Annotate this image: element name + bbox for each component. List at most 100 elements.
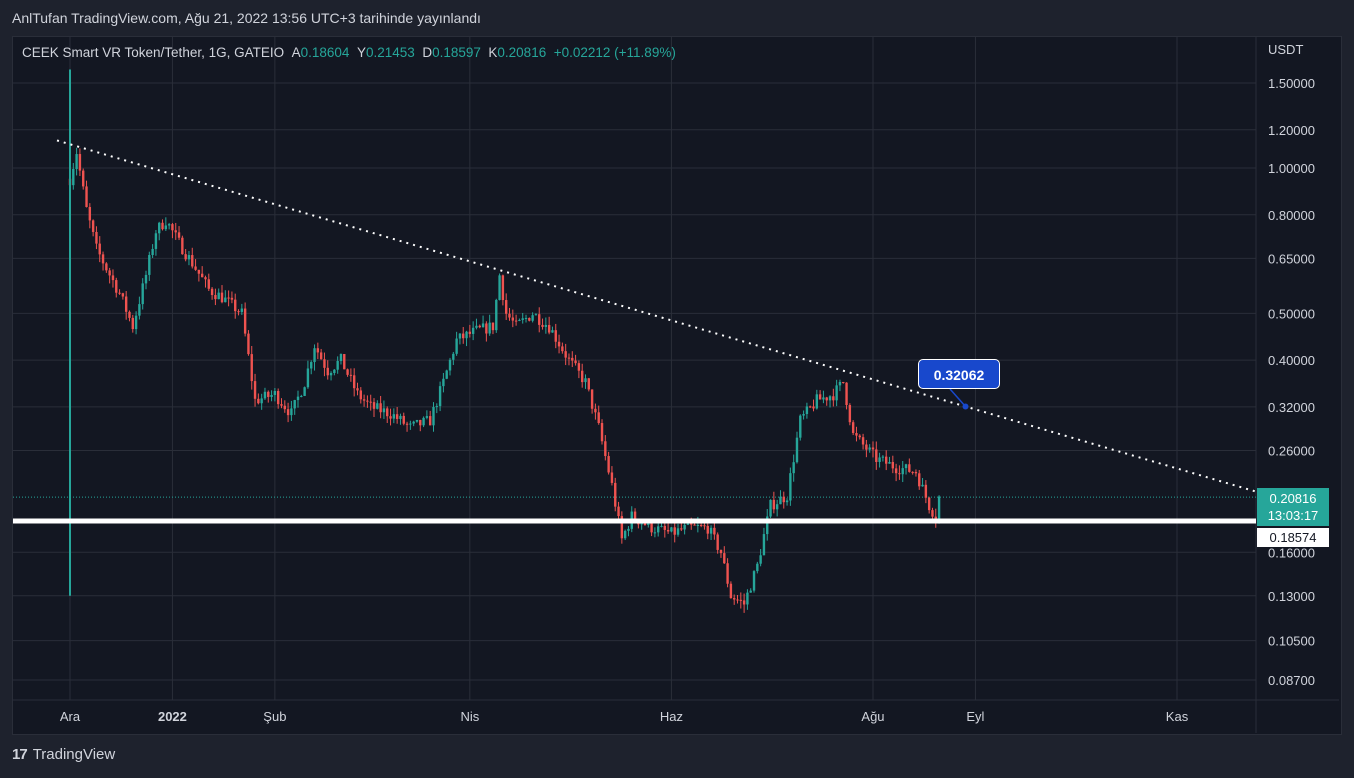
chart-frame[interactable]	[12, 36, 1342, 735]
candle-body	[303, 387, 306, 396]
candle-body	[772, 499, 776, 510]
trendline[interactable]	[56, 139, 1257, 493]
price-tick-label: 0.08700	[1268, 673, 1315, 688]
candle-body	[200, 273, 204, 278]
price-tick-label: 1.00000	[1268, 161, 1315, 176]
candle-body	[795, 437, 799, 463]
candle-body	[293, 400, 296, 409]
publish-header: AnlTufan TradingView.com, Ağu 21, 2022 1…	[12, 10, 481, 26]
candle-body	[442, 378, 445, 387]
candle-body	[177, 232, 181, 238]
footer-branding[interactable]: 17 TradingView	[12, 746, 115, 763]
candle-body	[333, 369, 336, 374]
candle-body	[138, 304, 141, 316]
candle-body	[676, 528, 680, 535]
candle-body	[75, 154, 78, 169]
candle-body	[194, 266, 197, 270]
candle-body	[498, 275, 501, 300]
price-callout[interactable]: 0.32062	[918, 359, 1000, 389]
support-price-badge: 0.18574	[1257, 528, 1329, 547]
candle-body	[607, 456, 610, 473]
time-tick-label: Haz	[660, 709, 683, 724]
change-value: +0.02212 (+11.89%)	[553, 45, 676, 60]
high-label: Y	[356, 45, 366, 60]
candle-body	[273, 390, 277, 395]
candle-body	[809, 406, 812, 408]
candle-body	[541, 324, 544, 327]
candle-body	[369, 401, 372, 403]
candle-body	[736, 599, 739, 601]
candle-body	[234, 299, 237, 312]
candle-body	[435, 406, 438, 408]
candle-body	[858, 435, 861, 438]
candle-body	[785, 500, 789, 503]
candle-body	[267, 391, 270, 397]
symbol-name: CEEK Smart VR Token/Tether, 1G, GATEIO	[22, 45, 285, 60]
candle-body	[207, 279, 210, 289]
candle-body	[428, 416, 432, 426]
candle-body	[336, 360, 339, 370]
candle-body	[746, 592, 749, 605]
candle-body	[802, 413, 805, 416]
candle-body	[845, 382, 848, 406]
candle-body	[580, 370, 584, 383]
candle-body	[240, 308, 244, 312]
candle-body	[742, 600, 746, 605]
candle-body	[253, 381, 257, 399]
candle-body	[865, 444, 868, 450]
candle-body	[501, 275, 505, 301]
candle-body	[91, 220, 95, 232]
close-value: 0.20816	[497, 45, 547, 60]
price-axis-labels: 1.50000 1.20000 1.00000 0.80000 0.65000 0.500…	[1268, 76, 1315, 688]
candle-body	[937, 496, 941, 521]
candle-body	[660, 525, 663, 527]
candle-body	[82, 170, 85, 187]
candle-body	[508, 313, 511, 318]
candle-body	[197, 269, 201, 274]
candle-body	[666, 529, 670, 532]
candle-body	[210, 288, 214, 296]
candle-body	[184, 254, 187, 260]
candle-body	[154, 233, 158, 249]
candle-body	[376, 403, 379, 409]
candle-body	[438, 386, 442, 407]
candle-body	[699, 524, 703, 526]
candle-body	[276, 390, 280, 405]
candle-body	[283, 405, 286, 410]
candle-body	[187, 255, 191, 260]
candle-body	[495, 299, 498, 331]
candle-body	[805, 406, 809, 414]
candle-body	[815, 394, 819, 409]
candle-body	[124, 296, 128, 312]
candle-body	[759, 555, 762, 564]
candle-body	[908, 464, 911, 472]
last-price-badge: 0.20816 13:03:17	[1257, 488, 1329, 526]
candle-body	[594, 408, 597, 413]
candle-body	[564, 351, 567, 358]
candle-body	[640, 523, 643, 525]
candle-body	[488, 322, 491, 334]
candle-body	[590, 389, 594, 409]
candle-body	[455, 338, 458, 354]
candle-body	[72, 168, 75, 186]
candle-body	[650, 521, 653, 533]
candle-body	[300, 395, 303, 397]
candle-body	[891, 461, 895, 469]
candle-body	[571, 357, 574, 361]
candle-body	[144, 274, 148, 284]
candle-body	[141, 283, 144, 305]
candle-body	[673, 527, 676, 535]
candle-body	[749, 590, 752, 593]
candle-body	[726, 563, 729, 584]
candle-body	[901, 468, 904, 475]
candle-body	[551, 330, 554, 333]
candle-body	[158, 222, 161, 234]
candle-body	[88, 207, 92, 221]
callout-pointer	[949, 388, 967, 408]
high-value: 0.21453	[365, 45, 415, 60]
candle-body	[739, 599, 743, 601]
candle-body	[653, 532, 657, 534]
candle-body	[842, 381, 845, 383]
candle-body	[412, 421, 415, 424]
